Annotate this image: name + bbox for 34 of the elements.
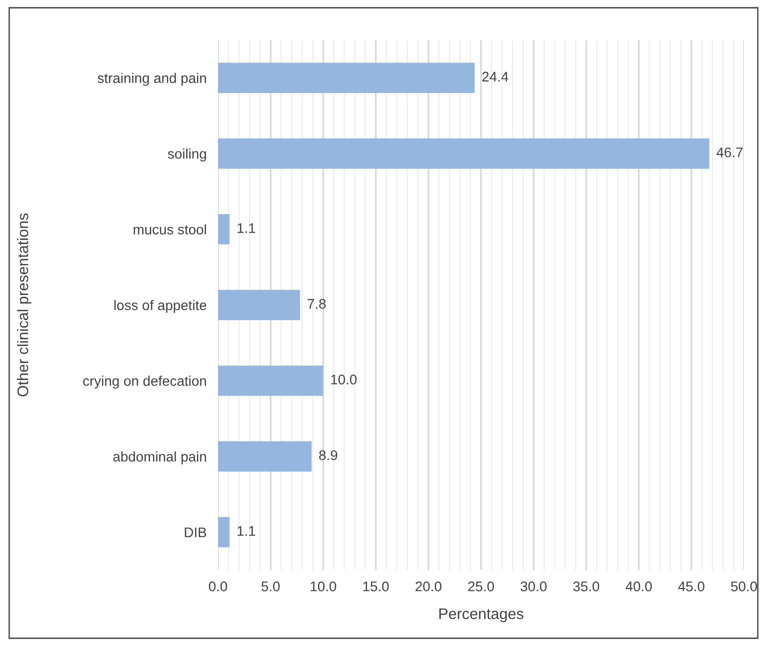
y-tick-label: loss of appetite [114, 300, 206, 313]
data-label: 1.1 [238, 526, 256, 536]
x-tick-label: 35.0 [573, 581, 600, 592]
bar [218, 517, 230, 548]
x-tick-label: 30.0 [520, 581, 547, 592]
data-label: 7.8 [308, 298, 326, 309]
bar [218, 441, 312, 472]
x-tick-label: 0.0 [208, 581, 228, 592]
x-tick-label: 5.0 [262, 581, 280, 592]
x-tick-label: 15.0 [363, 581, 389, 592]
y-tick-label: abdominal pain [113, 451, 206, 464]
x-tick-label: 10.0 [310, 581, 336, 592]
bar [218, 290, 300, 320]
data-label: 1.1 [238, 223, 256, 233]
x-tick-label: 50.0 [731, 581, 757, 592]
y-tick-label: DIB [184, 528, 206, 538]
data-label: 10.0 [331, 374, 357, 384]
y-tick-label: mucus stool [134, 224, 206, 234]
data-label: 46.7 [716, 147, 743, 158]
x-tick-label: 25.0 [468, 581, 494, 592]
x-axis-title: Percentages [439, 608, 524, 622]
bar [218, 214, 230, 244]
data-label: 24.4 [482, 72, 508, 82]
x-tick-label: 45.0 [678, 581, 704, 592]
y-tick-label: crying on defecation [83, 376, 206, 389]
x-tick-label: 40.0 [626, 581, 652, 592]
bar [218, 366, 324, 396]
bar [218, 138, 710, 169]
y-tick-label: soiling [168, 148, 206, 162]
y-axis-title: Other clinical presentations [17, 213, 32, 396]
y-tick-label: straining and pain [98, 72, 206, 86]
bar [218, 62, 475, 93]
x-tick-label: 20.0 [416, 581, 442, 592]
data-label: 8.9 [319, 450, 338, 460]
